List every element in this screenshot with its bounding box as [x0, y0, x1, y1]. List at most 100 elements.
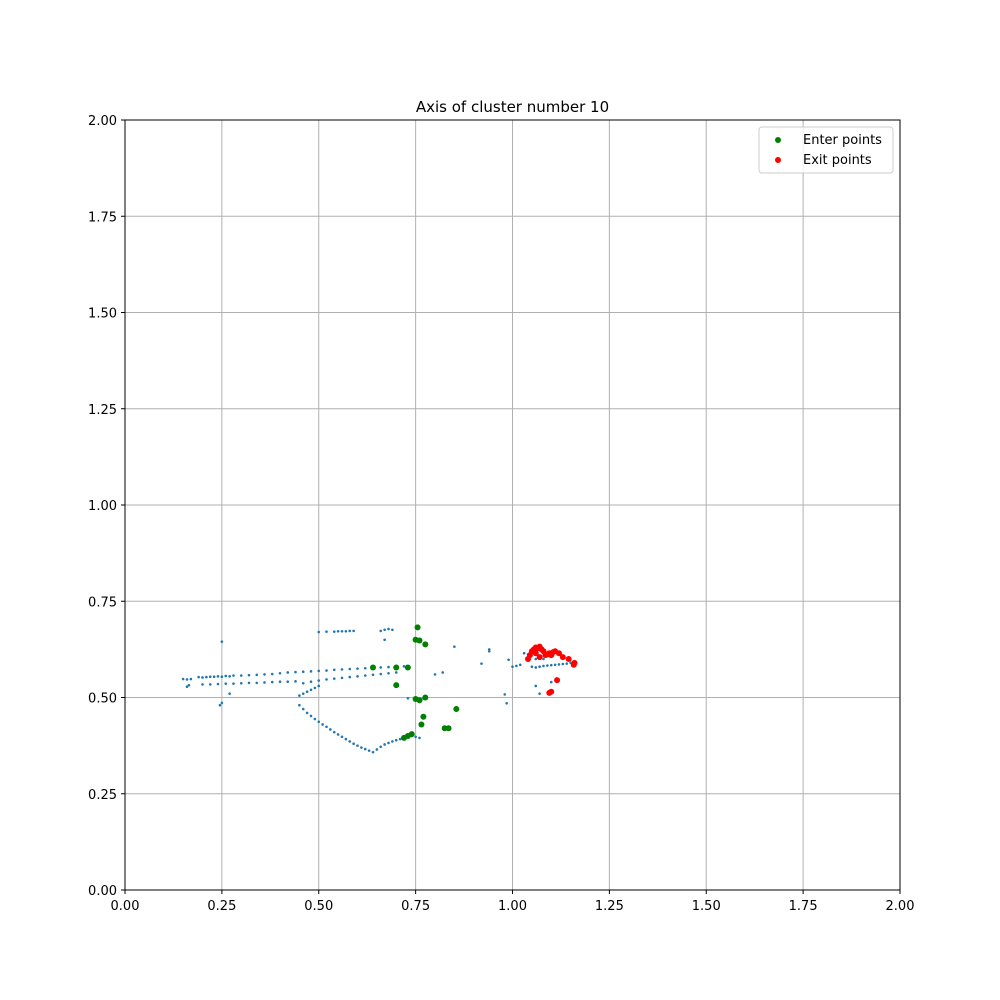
- legend-exit-label: Exit points: [803, 153, 872, 168]
- axis-point: [185, 678, 189, 681]
- x-tick-label: 1.50: [692, 899, 721, 914]
- axis-point: [228, 675, 231, 678]
- exit-point: [546, 689, 553, 696]
- axis-point: [530, 665, 534, 668]
- axis-point: [278, 671, 282, 675]
- axis-point: [387, 741, 390, 745]
- axis-point: [507, 658, 510, 662]
- axis-point: [212, 675, 216, 679]
- axis-point: [313, 717, 317, 721]
- exit-point: [532, 650, 539, 657]
- axis-point: [220, 640, 224, 643]
- axis-point: [379, 666, 383, 669]
- axis-point: [511, 665, 514, 668]
- axis-point: [309, 670, 313, 673]
- axis-point: [247, 673, 251, 677]
- axis-point: [232, 674, 235, 677]
- grid-lines: [124, 119, 901, 891]
- axis-point: [402, 665, 406, 668]
- axis-point: [197, 675, 200, 679]
- enter-point: [422, 694, 429, 701]
- axis-point: [398, 737, 402, 741]
- axis-point: [332, 630, 336, 633]
- axis-point: [317, 669, 321, 673]
- axis-point: [216, 682, 220, 686]
- axis-point: [379, 745, 383, 749]
- axis-point: [232, 682, 235, 685]
- axis-point: [518, 663, 522, 667]
- axis-point: [344, 737, 348, 741]
- axis-point: [309, 680, 313, 684]
- axis-point: [185, 685, 189, 689]
- axis-point: [286, 671, 290, 674]
- axis-point: [542, 664, 545, 668]
- axis-point: [286, 680, 290, 684]
- axis-point: [340, 676, 344, 680]
- enter-point: [414, 624, 421, 631]
- enter-point: [370, 664, 376, 671]
- axis-point: [348, 667, 352, 671]
- y-tick-label: 1.25: [88, 403, 117, 418]
- enter-point: [401, 734, 407, 741]
- axis-point: [344, 629, 348, 633]
- axis-point: [313, 686, 317, 690]
- y-tick-label: 1.75: [88, 210, 117, 225]
- legend-enter-label: Enter points: [803, 133, 882, 148]
- legend: Enter points Exit points: [758, 126, 894, 174]
- axis-point: [201, 676, 204, 679]
- axis-point: [336, 733, 340, 736]
- axis-point: [340, 668, 344, 671]
- enter-point: [422, 641, 429, 648]
- axis-point: [208, 675, 212, 679]
- legend-frame: [758, 126, 894, 174]
- axis-point: [387, 627, 390, 631]
- axis-point: [487, 648, 491, 651]
- axis-point: [325, 678, 328, 681]
- enter-point: [393, 682, 400, 689]
- y-tick-label: 1.00: [88, 499, 117, 514]
- axis-point: [352, 742, 355, 745]
- axis-point: [546, 664, 549, 667]
- axis-point: [228, 692, 231, 695]
- axis-point: [371, 673, 375, 677]
- axis-point: [356, 667, 359, 670]
- axis-point: [480, 662, 483, 665]
- axis-point: [239, 681, 243, 685]
- enter-point: [420, 713, 427, 720]
- axis-point: [503, 693, 507, 696]
- enter-point: [445, 725, 452, 732]
- exit-point: [559, 654, 566, 661]
- x-tick-label: 0.25: [207, 899, 236, 914]
- axis-point: [441, 671, 445, 674]
- axis-point: [255, 673, 259, 677]
- axis-point: [348, 675, 352, 679]
- axis-point: [383, 628, 386, 632]
- y-tick-label: 2.00: [88, 114, 117, 129]
- axis-point: [453, 645, 456, 648]
- axis-point: [189, 677, 193, 681]
- chart-title: Axis of cluster number 10: [416, 98, 609, 116]
- axis-point: [301, 670, 305, 674]
- axis-point: [336, 629, 340, 633]
- axis-point: [247, 681, 251, 685]
- axis-point: [379, 672, 383, 676]
- axis-point: [224, 682, 228, 685]
- y-tick-label: 1.50: [88, 307, 117, 322]
- axis-point: [270, 672, 274, 676]
- axis-point: [208, 683, 212, 686]
- axis-point: [317, 720, 321, 724]
- axis-point: [305, 711, 309, 715]
- axis-point: [534, 684, 538, 688]
- axis-point: [363, 674, 367, 677]
- axis-point: [332, 668, 336, 672]
- axis-point: [352, 629, 355, 633]
- enter-point: [408, 731, 415, 738]
- axis-point: [317, 684, 321, 688]
- axis-point: [220, 675, 224, 679]
- x-tick-label: 0.50: [304, 899, 333, 914]
- enter-point: [416, 637, 423, 644]
- axis-point: [332, 677, 336, 680]
- axis-point: [538, 665, 541, 668]
- axis-point: [187, 683, 191, 687]
